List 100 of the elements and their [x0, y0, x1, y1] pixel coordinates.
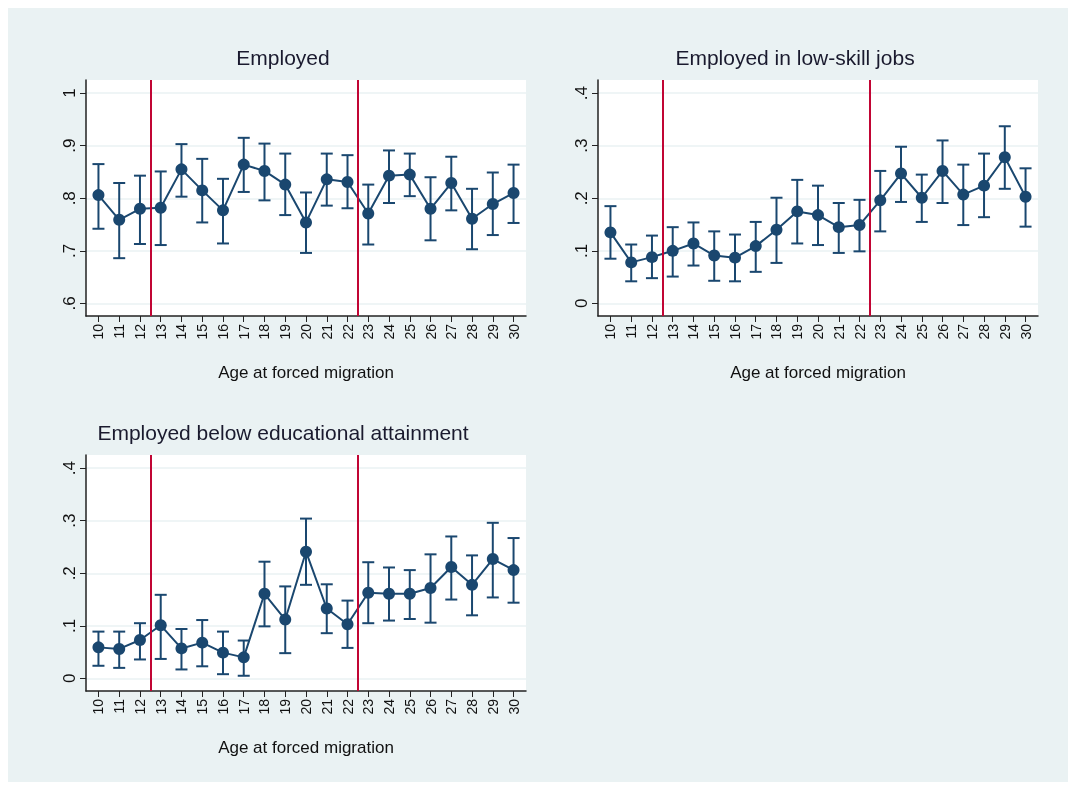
- point: [92, 641, 105, 654]
- point: [874, 194, 887, 207]
- x-tick-label: 15: [194, 323, 211, 340]
- point: [625, 256, 638, 269]
- x-tick-label: 24: [381, 323, 398, 340]
- x-tick-label: 10: [90, 698, 107, 715]
- x-tick-label: 15: [194, 698, 211, 715]
- point: [196, 184, 209, 197]
- point: [383, 169, 396, 182]
- point: [196, 636, 209, 649]
- point: [362, 586, 375, 599]
- x-tick-label: 21: [318, 323, 335, 340]
- point: [424, 581, 437, 594]
- x-tick-label: 28: [464, 323, 481, 340]
- x-tick-label: 12: [131, 698, 148, 715]
- x-tick-label: 18: [256, 698, 273, 715]
- x-tick-label: 26: [422, 323, 439, 340]
- point: [978, 179, 991, 192]
- point: [300, 545, 312, 558]
- point: [445, 177, 458, 190]
- x-tick-label: 26: [934, 323, 951, 340]
- x-tick-label: 10: [90, 323, 107, 340]
- x-tick-label: 29: [484, 698, 501, 715]
- x-tick-label: 30: [505, 698, 522, 715]
- point: [604, 226, 617, 239]
- point: [507, 564, 520, 577]
- point: [1019, 190, 1032, 203]
- point: [666, 244, 679, 257]
- x-tick-label: 30: [505, 323, 522, 340]
- x-tick-label: 11: [111, 323, 128, 339]
- x-tick-label: 16: [726, 323, 743, 340]
- x-tick-label: 24: [381, 698, 398, 715]
- point: [895, 167, 908, 180]
- point: [749, 240, 762, 253]
- point: [424, 202, 437, 215]
- x-tick-label: 12: [131, 323, 148, 340]
- point: [300, 216, 312, 229]
- x-tick-label: 11: [623, 323, 640, 339]
- x-tick-label: 27: [443, 698, 460, 715]
- x-tick-label: 17: [235, 698, 252, 715]
- point: [320, 602, 333, 615]
- y-tick-label: 1: [60, 88, 79, 98]
- point: [175, 163, 188, 176]
- y-tick-label: 0: [572, 298, 591, 309]
- y-tick-label: .4: [60, 461, 79, 476]
- x-tick-label: 16: [214, 323, 231, 340]
- point: [812, 209, 824, 222]
- x-tick-label: 14: [173, 323, 190, 340]
- point: [853, 219, 866, 232]
- point: [486, 553, 499, 566]
- point: [237, 158, 250, 171]
- x-axis-title: Age at forced migration: [730, 363, 906, 382]
- point: [708, 249, 721, 262]
- point: [362, 207, 375, 220]
- x-tick-label: 23: [360, 698, 377, 715]
- x-tick-label: 22: [851, 323, 868, 340]
- point: [113, 642, 126, 655]
- x-tick-label: 28: [976, 323, 993, 340]
- y-tick-label: .2: [60, 566, 79, 581]
- y-tick-label: .4: [572, 86, 591, 101]
- point: [341, 175, 354, 188]
- x-tick-label: 19: [789, 323, 806, 340]
- x-tick-label: 25: [401, 323, 418, 340]
- point: [175, 642, 188, 655]
- point: [445, 560, 458, 573]
- y-tick-label: 0: [60, 673, 79, 684]
- x-tick-label: 15: [706, 323, 723, 340]
- x-axis-title: Age at forced migration: [218, 738, 394, 757]
- x-tick-label: 29: [996, 323, 1013, 340]
- x-tick-label: 13: [664, 323, 681, 340]
- x-tick-label: 21: [318, 698, 335, 715]
- chart-title: Employed in low-skill jobs: [675, 46, 915, 69]
- y-tick-label: .9: [60, 138, 79, 153]
- point: [770, 223, 783, 236]
- x-tick-label: 19: [277, 323, 294, 340]
- x-tick-label: 22: [339, 323, 356, 340]
- point: [403, 168, 416, 181]
- x-tick-label: 20: [298, 698, 314, 715]
- point: [832, 221, 845, 234]
- x-tick-label: 22: [339, 698, 356, 715]
- point: [92, 189, 105, 202]
- point: [507, 187, 520, 199]
- point: [403, 587, 416, 600]
- chart-title: Employed: [236, 46, 330, 69]
- x-tick-label: 24: [893, 323, 910, 340]
- x-tick-label: 13: [152, 698, 169, 715]
- point: [687, 237, 700, 250]
- point: [133, 202, 146, 215]
- y-tick-label: .3: [572, 138, 591, 153]
- y-tick-label: .8: [60, 191, 79, 206]
- y-tick-label: .7: [60, 243, 79, 258]
- x-tick-label: 20: [810, 323, 826, 340]
- x-tick-label: 29: [484, 323, 501, 340]
- x-tick-label: 26: [422, 698, 439, 715]
- x-tick-label: 27: [443, 323, 460, 340]
- point: [466, 212, 479, 225]
- x-tick-label: 12: [643, 323, 660, 340]
- point: [791, 205, 804, 218]
- y-tick-label: .6: [60, 296, 79, 311]
- x-tick-label: 17: [235, 323, 252, 340]
